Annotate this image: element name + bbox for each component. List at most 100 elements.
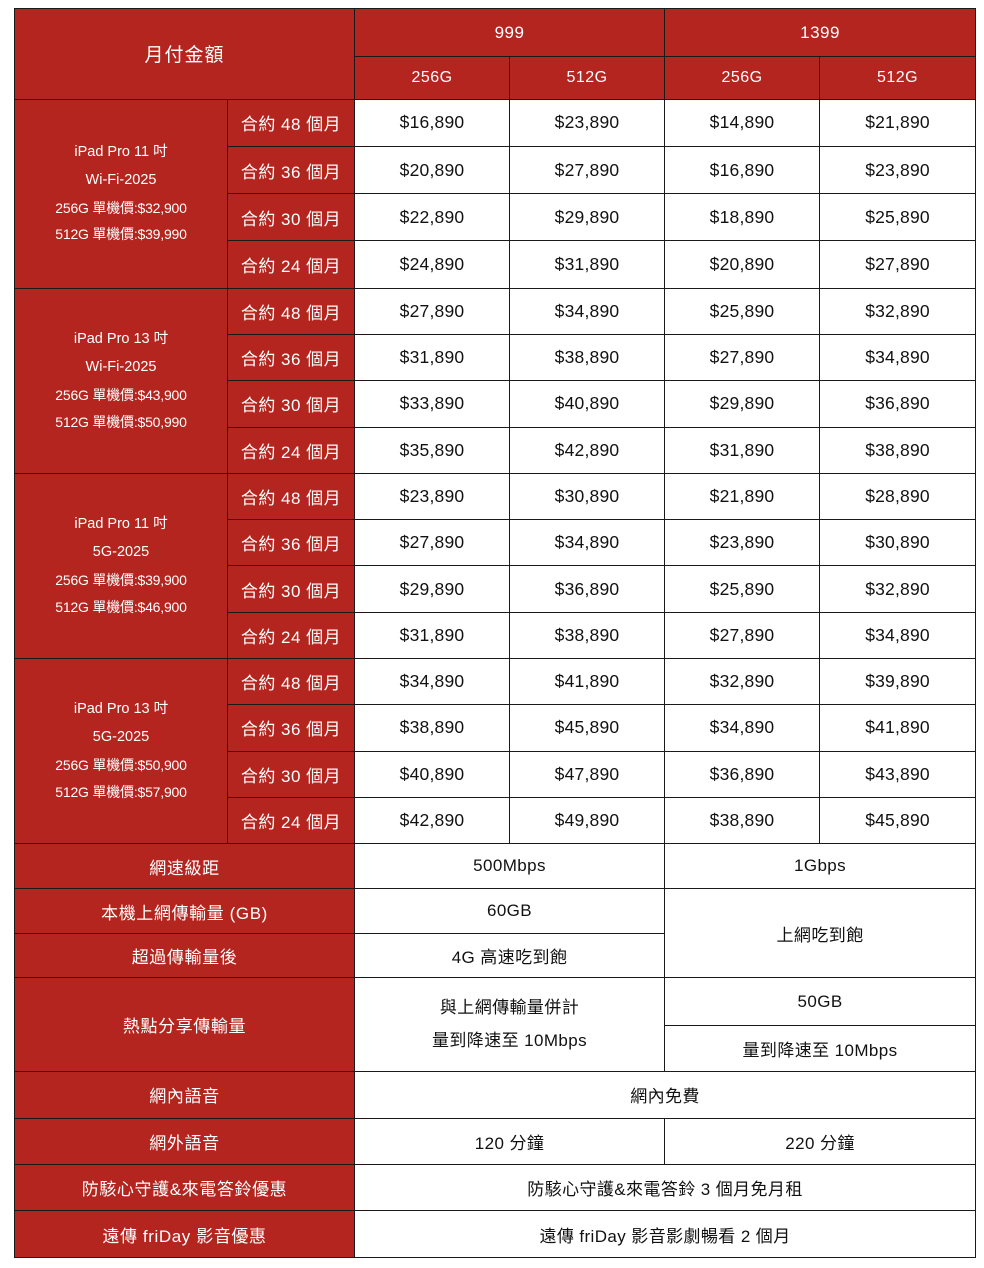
- spec-value-offnet-voice-999: 120 分鐘: [354, 1117, 666, 1166]
- price-3-0-1: $41,890: [509, 657, 666, 706]
- device-price-512g-0: 512G 單機價:$39,990: [55, 226, 187, 243]
- price-1-3-2: $31,890: [664, 426, 821, 474]
- contract-term-1-0: 合約 48 個月: [226, 287, 356, 336]
- device-price-256g-3: 256G 單機價:$50,900: [55, 757, 187, 774]
- price-2-2-0: $29,890: [354, 565, 511, 613]
- device-price-256g-0: 256G 單機價:$32,900: [55, 199, 187, 216]
- device-info-3: iPad Pro 13 吋 5G-2025 256G 單機價:$50,900 5…: [14, 657, 228, 845]
- price-2-0-1: $30,890: [509, 472, 666, 521]
- price-0-2-1: $29,890: [509, 193, 666, 242]
- contract-term-0-3: 合約 24 個月: [226, 240, 356, 289]
- price-3-1-0: $38,890: [354, 704, 511, 752]
- table-row: iPad Pro 13 吋 Wi-Fi-2025 256G 單機價:$43,90…: [14, 287, 977, 474]
- contract-term-1-2: 合約 30 個月: [226, 380, 356, 428]
- spec-value-offnet-voice-1399: 220 分鐘: [664, 1117, 977, 1166]
- price-2-1-2: $23,890: [664, 519, 821, 567]
- spec-row-offnet-voice: 網外語音 120 分鐘 220 分鐘: [13, 1117, 977, 1166]
- table-row: 合約 30 個月 $22,890 $29,890 $18,890 $25,890: [15, 193, 977, 242]
- table-row: 合約 36 個月 $31,890 $38,890 $27,890 $34,890: [15, 334, 977, 382]
- device-price-512g-1: 512G 單機價:$50,990: [55, 413, 187, 430]
- spec-value-hotspot-1399-line1: 50GB: [664, 976, 977, 1027]
- price-3-2-1: $47,890: [509, 750, 666, 798]
- table-row: iPad Pro 13 吋 5G-2025 256G 單機價:$50,900 5…: [14, 657, 977, 845]
- price-2-0-2: $21,890: [664, 472, 821, 521]
- price-1-0-3: $32,890: [819, 287, 977, 336]
- price-0-0-1: $23,890: [509, 98, 666, 147]
- spec-value-after-quota-999: 4G 高速吃到飽: [354, 932, 666, 978]
- price-3-3-1: $49,890: [509, 796, 666, 845]
- price-3-0-3: $39,890: [819, 657, 977, 706]
- spec-label-offnet-voice: 網外語音: [13, 1117, 356, 1166]
- table-row: 合約 36 個月 $27,890 $34,890 $23,890 $30,890: [15, 519, 977, 567]
- capacity-header-999-512g: 512G: [509, 56, 666, 100]
- table-row: 合約 30 個月 $33,890 $40,890 $29,890 $36,890: [15, 380, 977, 428]
- price-3-1-2: $34,890: [664, 704, 821, 752]
- spec-value-friday-video: 遠傳 friDay 影音影劇暢看 2 個月: [354, 1210, 977, 1258]
- table-row: 合約 24 個月 $35,890 $42,890 $31,890 $38,890: [15, 426, 977, 474]
- price-2-1-0: $27,890: [354, 519, 511, 567]
- spec-value-security-ringtone: 防駭心守護&來電答鈴 3 個月免月租: [354, 1164, 977, 1212]
- header-row-capacities: 256G 512G 256G 512G: [15, 56, 977, 100]
- device-info-0: iPad Pro 11 吋 Wi-Fi-2025 256G 單機價:$32,90…: [14, 98, 228, 289]
- spec-label-speed-tier: 網速級距: [13, 843, 356, 890]
- spec-value-speed-tier-999: 500Mbps: [354, 843, 666, 890]
- table-row: 合約 24 個月 $31,890 $38,890 $27,890 $34,890: [15, 611, 977, 660]
- contract-term-2-0: 合約 48 個月: [226, 472, 356, 521]
- price-3-3-0: $42,890: [354, 796, 511, 845]
- spec-row-device-data: 本機上網傳輸量 (GB) 60GB 上網吃到飽: [13, 888, 977, 978]
- spec-label-security-ringtone: 防駭心守護&來電答鈴優惠: [13, 1164, 356, 1212]
- table-row: 合約 36 個月 $38,890 $45,890 $34,890 $41,890: [15, 704, 977, 752]
- price-2-1-1: $34,890: [509, 519, 666, 567]
- price-3-0-2: $32,890: [664, 657, 821, 706]
- contract-term-3-2: 合約 30 個月: [226, 750, 356, 798]
- price-1-0-2: $25,890: [664, 287, 821, 336]
- price-1-1-0: $31,890: [354, 334, 511, 382]
- contract-term-0-0: 合約 48 個月: [226, 98, 356, 147]
- price-0-3-2: $20,890: [664, 240, 821, 289]
- contract-term-0-2: 合約 30 個月: [226, 193, 356, 242]
- spec-value-device-data-1399: 上網吃到飽: [664, 888, 977, 978]
- price-0-2-2: $18,890: [664, 193, 821, 242]
- price-2-2-2: $25,890: [664, 565, 821, 613]
- price-0-1-0: $20,890: [354, 145, 511, 195]
- price-3-2-0: $40,890: [354, 750, 511, 798]
- spec-row-hotspot-throttle: 量到降速至 10Mbps: [15, 1025, 977, 1072]
- spec-value-hotspot-1399-line2: 量到降速至 10Mbps: [664, 1025, 977, 1072]
- price-2-0-0: $23,890: [354, 472, 511, 521]
- device-name-line2-2: 5G-2025: [92, 544, 150, 561]
- spec-row-onnet-voice: 網內語音 網內免費: [13, 1070, 977, 1119]
- contract-term-2-1: 合約 36 個月: [226, 519, 356, 567]
- table-title: 月付金額: [13, 8, 356, 100]
- spec-row-security-ringtone: 防駭心守護&來電答鈴優惠 防駭心守護&來電答鈴 3 個月免月租: [13, 1164, 977, 1212]
- price-0-1-2: $16,890: [664, 145, 821, 195]
- capacity-header-1399-256g: 256G: [664, 56, 821, 100]
- device-name-line2-1: Wi-Fi-2025: [85, 358, 157, 375]
- spec-value-hotspot-999-line1: 與上網傳輸量併計: [439, 998, 580, 1018]
- price-2-1-3: $30,890: [819, 519, 977, 567]
- price-1-1-2: $27,890: [664, 334, 821, 382]
- contract-term-2-3: 合約 24 個月: [226, 611, 356, 660]
- price-2-3-1: $38,890: [509, 611, 666, 660]
- contract-term-3-1: 合約 36 個月: [226, 704, 356, 752]
- spec-value-device-data-999: 60GB: [354, 888, 666, 934]
- plan-header-1399: 1399: [664, 7, 977, 58]
- price-2-3-2: $27,890: [664, 611, 821, 660]
- price-0-2-3: $25,890: [819, 193, 977, 242]
- table-row: 合約 24 個月 $42,890 $49,890 $38,890 $45,890: [15, 796, 977, 845]
- price-1-3-0: $35,890: [354, 426, 511, 474]
- price-2-2-1: $36,890: [509, 565, 666, 613]
- price-1-2-0: $33,890: [354, 380, 511, 428]
- price-3-3-2: $38,890: [664, 796, 821, 845]
- device-name-line2-0: Wi-Fi-2025: [85, 171, 157, 188]
- capacity-header-999-256g: 256G: [354, 56, 511, 100]
- spec-label-hotspot: 熱點分享傳輸量: [13, 976, 356, 1072]
- device-info-1: iPad Pro 13 吋 Wi-Fi-2025 256G 單機價:$43,90…: [14, 287, 228, 474]
- price-1-1-1: $38,890: [509, 334, 666, 382]
- capacity-header-1399-512g: 512G: [819, 56, 977, 100]
- price-0-3-1: $31,890: [509, 240, 666, 289]
- price-0-0-3: $21,890: [819, 98, 977, 147]
- ipad-pricing-table: 月付金額 999 1399 256G 512G 256G 512G iPad P…: [13, 7, 977, 1258]
- device-name-line1-3: iPad Pro 13 吋: [73, 701, 169, 718]
- price-1-3-1: $42,890: [509, 426, 666, 474]
